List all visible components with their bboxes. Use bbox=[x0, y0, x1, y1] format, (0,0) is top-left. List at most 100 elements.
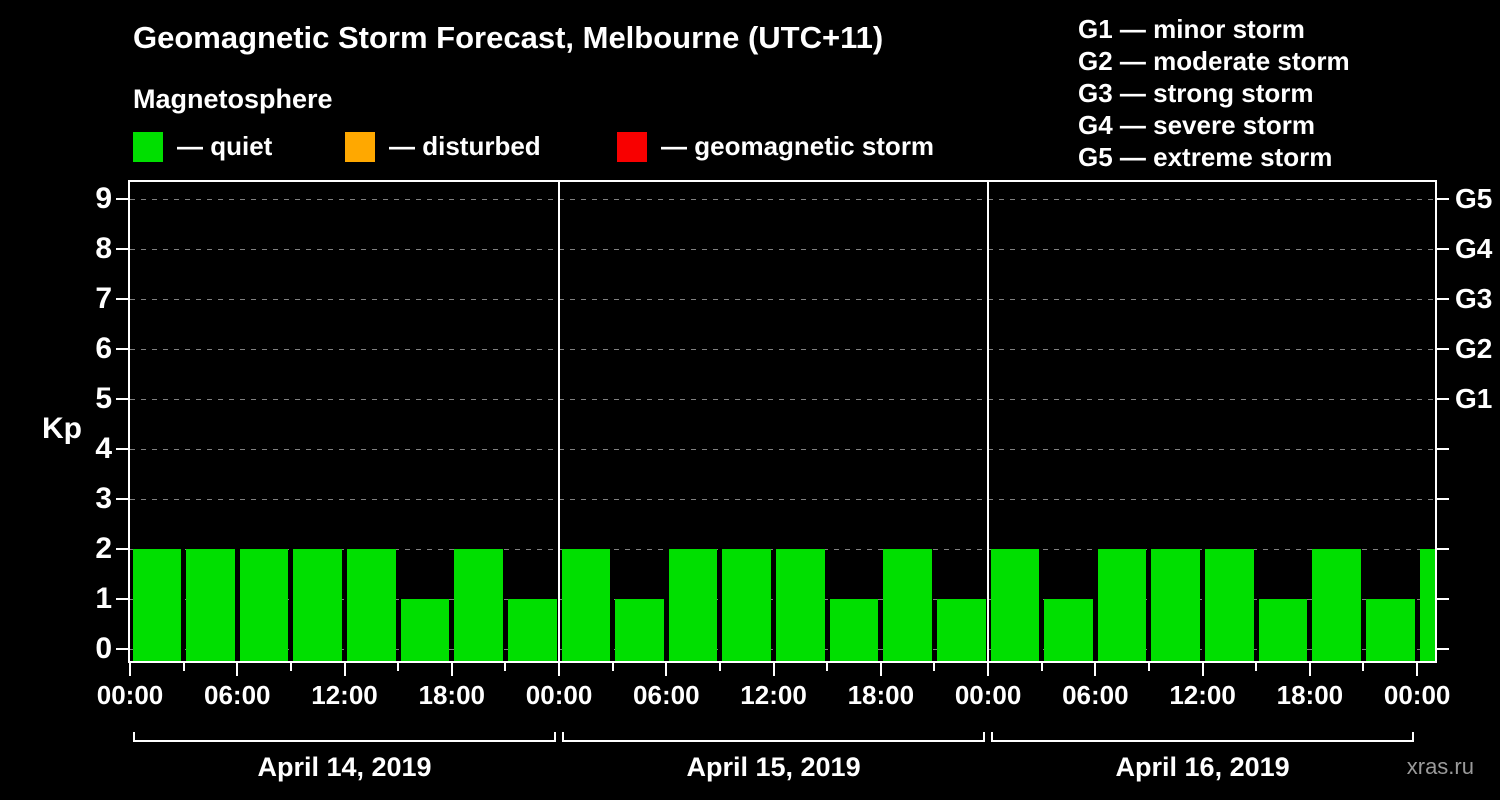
x-tick-label: 00:00 bbox=[96, 680, 164, 710]
kp-bar bbox=[936, 599, 986, 661]
day-separator bbox=[558, 182, 561, 661]
legend-label-storm: — geomagnetic storm bbox=[661, 131, 935, 161]
g-scale-label: G3 bbox=[1455, 283, 1493, 314]
y-tick-mark-right bbox=[1437, 248, 1449, 250]
kp-bar bbox=[668, 549, 718, 661]
date-bracket: April 14, 2019 bbox=[133, 732, 557, 788]
kp-bar bbox=[776, 549, 825, 661]
g3-legend-line: G3 — strong storm bbox=[1078, 78, 1314, 108]
kp-bar bbox=[454, 549, 503, 661]
gridline-kp-7 bbox=[130, 299, 1435, 300]
x-tick-mark-major bbox=[450, 663, 453, 676]
gridline-kp-9 bbox=[130, 199, 1435, 200]
disturbed-swatch bbox=[345, 131, 375, 162]
legend-item-disturbed: — disturbed bbox=[345, 131, 541, 162]
x-tick-mark-major bbox=[129, 663, 131, 676]
kp-bar bbox=[1312, 549, 1361, 661]
y-tick-mark-right bbox=[1437, 648, 1449, 650]
date-label: April 16, 2019 bbox=[1115, 752, 1290, 782]
g-scale-label: G5 bbox=[1455, 183, 1493, 214]
x-tick-mark-major bbox=[987, 663, 990, 676]
quiet-swatch bbox=[133, 131, 163, 162]
x-tick-mark-minor bbox=[1362, 663, 1365, 671]
y-tick-mark-right bbox=[1437, 598, 1449, 600]
y-tick-mark-right bbox=[1437, 298, 1449, 300]
x-tick-mark-minor bbox=[504, 663, 507, 671]
kp-bar bbox=[1419, 549, 1435, 661]
x-tick-label: 00:00 bbox=[954, 680, 1022, 710]
date-label: April 14, 2019 bbox=[257, 752, 432, 782]
x-tick-mark-minor bbox=[397, 663, 400, 671]
x-tick-label: 18:00 bbox=[847, 680, 915, 710]
kp-bar bbox=[347, 549, 396, 661]
kp-bar bbox=[1258, 599, 1308, 661]
y-tick-mark-left bbox=[116, 598, 128, 600]
kp-bar bbox=[883, 549, 932, 661]
x-tick-mark-minor bbox=[289, 663, 292, 671]
gridline-kp-6 bbox=[130, 349, 1435, 350]
g-scale-label: G1 bbox=[1455, 383, 1493, 414]
gridline-kp-3 bbox=[130, 499, 1435, 500]
x-tick-label: 00:00 bbox=[1383, 680, 1451, 710]
legend-label-quiet: — quiet bbox=[177, 131, 273, 161]
legend-item-storm: — geomagnetic storm bbox=[617, 131, 934, 162]
y-tick-label: 5 bbox=[95, 382, 112, 415]
y-tick-label: 0 bbox=[95, 632, 112, 665]
g4-legend-line: G4 — severe storm bbox=[1078, 110, 1316, 140]
x-tick-mark-minor bbox=[1255, 663, 1258, 671]
kp-bar bbox=[990, 549, 1040, 661]
g2-legend-line: G2 — moderate storm bbox=[1078, 46, 1350, 76]
y-tick-label: 9 bbox=[95, 182, 112, 215]
y-tick-mark-left bbox=[116, 348, 128, 350]
gridline-kp-4 bbox=[130, 449, 1435, 450]
kp-bar bbox=[186, 549, 235, 661]
y-tick-mark-left bbox=[116, 398, 128, 400]
x-tick-mark-major bbox=[665, 663, 668, 676]
x-tick-mark-major bbox=[1201, 663, 1204, 676]
x-tick-label: 18:00 bbox=[418, 680, 486, 710]
legend-item-quiet: — quiet bbox=[133, 131, 272, 162]
gridline-kp-8 bbox=[130, 249, 1435, 250]
kp-bar bbox=[507, 599, 557, 661]
kp-bar bbox=[1365, 599, 1415, 661]
date-bracket: April 15, 2019 bbox=[562, 732, 986, 788]
plot-area bbox=[128, 180, 1437, 663]
x-tick-label: 00:00 bbox=[525, 680, 593, 710]
y-tick-mark-right bbox=[1437, 448, 1449, 450]
x-tick-label: 12:00 bbox=[311, 680, 378, 710]
kp-bar bbox=[829, 599, 879, 661]
kp-bar bbox=[400, 599, 450, 661]
x-tick-mark-minor bbox=[611, 663, 614, 671]
x-tick-mark-major bbox=[1094, 663, 1097, 676]
y-tick-mark-left bbox=[116, 198, 128, 200]
g5-legend-line: G5 — extreme storm bbox=[1078, 142, 1333, 172]
chart-title: Geomagnetic Storm Forecast, Melbourne (U… bbox=[133, 20, 884, 55]
x-tick-label: 06:00 bbox=[204, 680, 271, 710]
x-tick-label: 12:00 bbox=[1169, 680, 1236, 710]
kp-bar bbox=[132, 549, 182, 661]
y-tick-label: 2 bbox=[95, 532, 112, 565]
y-tick-mark-left bbox=[116, 648, 128, 650]
y-tick-label: 7 bbox=[95, 282, 112, 315]
watermark: xras.ru bbox=[1406, 754, 1474, 779]
chart-subtitle: Magnetosphere bbox=[133, 84, 333, 114]
kp-bar bbox=[293, 549, 342, 661]
y-tick-label: 6 bbox=[95, 332, 112, 365]
date-label: April 15, 2019 bbox=[686, 752, 861, 782]
kp-bar bbox=[615, 599, 664, 661]
x-tick-mark-minor bbox=[718, 663, 721, 671]
x-tick-label: 06:00 bbox=[633, 680, 700, 710]
kp-bar bbox=[561, 549, 611, 661]
kp-bar bbox=[1097, 549, 1147, 661]
storm-swatch bbox=[617, 131, 647, 162]
y-tick-mark-right bbox=[1437, 548, 1449, 550]
y-tick-label: 3 bbox=[95, 482, 112, 515]
x-tick-mark-minor bbox=[933, 663, 936, 671]
x-tick-mark-minor bbox=[1040, 663, 1043, 671]
x-tick-mark-major bbox=[236, 663, 239, 676]
x-tick-mark-major bbox=[772, 663, 775, 676]
y-tick-mark-left bbox=[116, 298, 128, 300]
x-tick-mark-major bbox=[558, 663, 561, 676]
kp-bar bbox=[722, 549, 772, 661]
